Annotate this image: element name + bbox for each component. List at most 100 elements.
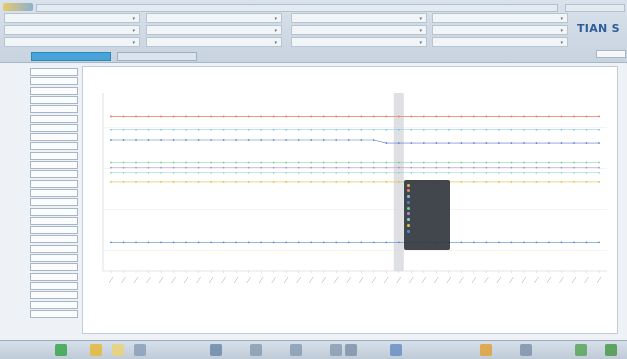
- sidebar-item[interactable]: [30, 235, 78, 244]
- status-cell[interactable]: ▾: [4, 37, 140, 47]
- status-cell[interactable]: ▾: [432, 25, 568, 35]
- series-point: [285, 181, 288, 183]
- sidebar-item[interactable]: [30, 300, 78, 309]
- series-point: [422, 128, 425, 131]
- series-point: [172, 161, 175, 164]
- series-dot-icon: [407, 206, 410, 210]
- sidebar-item[interactable]: [30, 123, 78, 132]
- x-tick-label: [421, 276, 427, 284]
- series-point: [310, 166, 313, 169]
- folder-icon[interactable]: [90, 344, 102, 356]
- sidebar-item[interactable]: [30, 291, 78, 300]
- status-cell[interactable]: ▾: [146, 13, 282, 23]
- x-tick-label: [584, 276, 589, 284]
- series-point: [422, 166, 425, 169]
- tool-icon[interactable]: [210, 344, 222, 356]
- series-dot-icon: [407, 195, 410, 199]
- status-cell[interactable]: ▾: [4, 25, 140, 35]
- status-group-4: ▾ ▾ ▾: [432, 13, 568, 49]
- file-icon[interactable]: [134, 344, 146, 356]
- sidebar-item[interactable]: [30, 77, 78, 86]
- series-point: [460, 142, 463, 144]
- tab-secondary[interactable]: [117, 52, 197, 61]
- sidebar-item[interactable]: [30, 263, 78, 272]
- series-point: [573, 161, 575, 164]
- sidebar-item[interactable]: [30, 151, 78, 160]
- series-point: [397, 128, 400, 131]
- status-cell[interactable]: ▾: [146, 25, 282, 35]
- status-cell[interactable]: ▾: [291, 25, 427, 35]
- sidebar-item[interactable]: [30, 272, 78, 281]
- series-point: [222, 161, 225, 164]
- series-point: [197, 241, 200, 244]
- chevron-down-icon: ▾: [560, 40, 563, 46]
- status-cell[interactable]: ▾: [432, 37, 568, 47]
- series-point: [310, 171, 313, 174]
- sidebar-item[interactable]: [30, 114, 78, 123]
- series-point: [447, 142, 450, 144]
- sidebar-item[interactable]: [30, 133, 78, 142]
- sidebar-item[interactable]: [30, 198, 78, 207]
- status-cell[interactable]: ▾: [146, 37, 282, 47]
- series-point: [422, 142, 425, 144]
- series-point: [122, 139, 125, 141]
- sidebar-item[interactable]: [30, 188, 78, 197]
- x-tick-label: [346, 276, 351, 284]
- status-cell[interactable]: ▾: [4, 13, 140, 23]
- help-icon[interactable]: [390, 344, 402, 356]
- x-tick-label: [559, 276, 564, 284]
- series-point: [185, 161, 187, 164]
- series-point: [122, 241, 125, 244]
- chevron-down-icon: ▾: [419, 16, 422, 22]
- series-point: [497, 128, 500, 131]
- sidebar-item[interactable]: [30, 170, 78, 179]
- sidebar-item[interactable]: [30, 244, 78, 253]
- sidebar-item[interactable]: [30, 254, 78, 262]
- series-point: [285, 139, 288, 141]
- series-point: [110, 181, 112, 183]
- series-point: [160, 171, 162, 174]
- x-tick-label: [133, 276, 139, 284]
- series-point: [272, 241, 275, 244]
- tab-primary[interactable]: [31, 52, 111, 61]
- status-cell[interactable]: ▾: [291, 13, 427, 23]
- sidebar-item[interactable]: [30, 86, 78, 95]
- series-point: [222, 171, 225, 174]
- sidebar-item[interactable]: [30, 281, 78, 290]
- status-cell[interactable]: ▾: [432, 13, 568, 23]
- series-point: [372, 115, 375, 118]
- series-point: [197, 181, 200, 183]
- sidebar-item[interactable]: [30, 216, 78, 225]
- sidebar-item[interactable]: [30, 105, 78, 114]
- status-cell[interactable]: ▾: [291, 37, 427, 47]
- settings-icon[interactable]: [345, 344, 357, 356]
- series-point: [410, 128, 413, 131]
- signal-icon[interactable]: [575, 344, 587, 356]
- series-point: [110, 161, 112, 164]
- sidebar-item[interactable]: [30, 68, 78, 76]
- sidebar-item[interactable]: [30, 142, 78, 151]
- series-point: [422, 161, 425, 164]
- chart-icon[interactable]: [250, 344, 262, 356]
- sidebar-item[interactable]: [30, 309, 78, 318]
- screen-icon[interactable]: [290, 344, 302, 356]
- series-point: [510, 142, 513, 144]
- series-point: [272, 139, 275, 141]
- series-point: [110, 115, 112, 118]
- network-icon[interactable]: [330, 344, 342, 356]
- series-point: [310, 115, 313, 118]
- sidebar-item[interactable]: [30, 95, 78, 104]
- sidebar-item[interactable]: [30, 179, 78, 188]
- series-point: [197, 128, 200, 131]
- series-point: [297, 171, 300, 174]
- sidebar-item[interactable]: [30, 226, 78, 235]
- chevron-down-icon: ▾: [274, 40, 277, 46]
- alert-icon[interactable]: [480, 344, 492, 356]
- document-icon[interactable]: [112, 344, 124, 356]
- sidebar-item[interactable]: [30, 207, 78, 216]
- play-icon[interactable]: [55, 344, 67, 356]
- sidebar-item[interactable]: [30, 161, 78, 169]
- series-point: [260, 139, 263, 141]
- close-icon[interactable]: [605, 344, 617, 356]
- tools-icon[interactable]: [520, 344, 532, 356]
